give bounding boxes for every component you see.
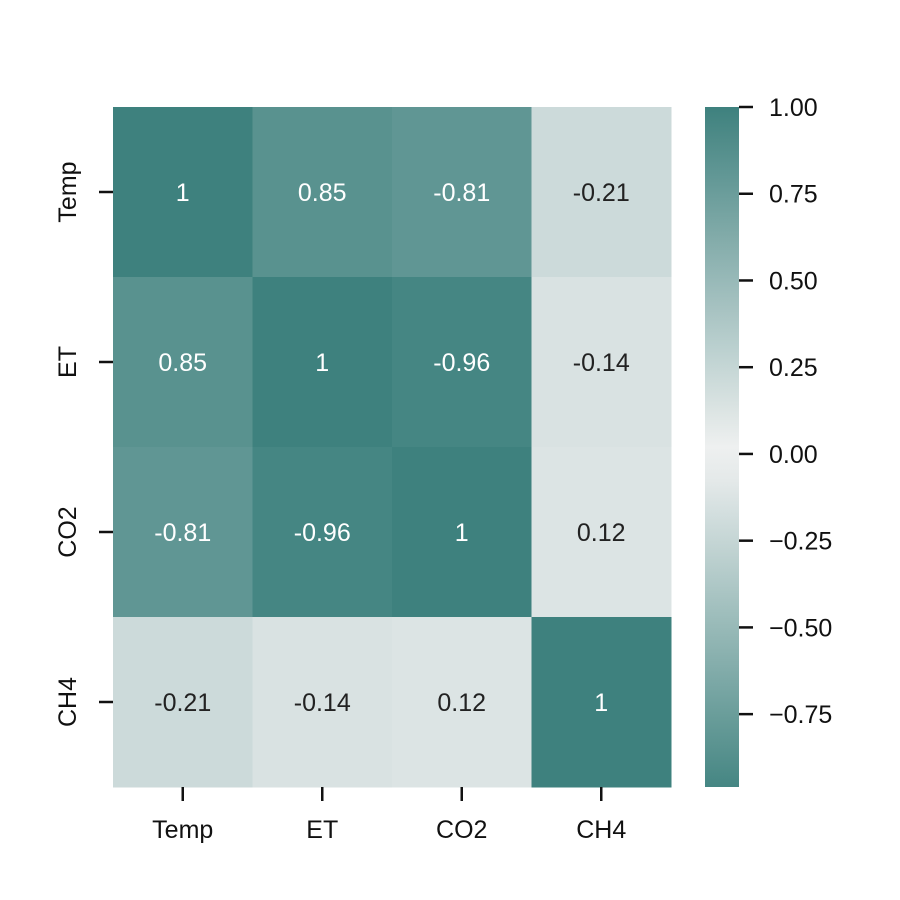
heatmap-cell — [252, 277, 393, 448]
cell-value-label: -0.96 — [433, 349, 490, 377]
colorbar-tick-label: 0.25 — [769, 354, 818, 382]
x-tick-label: Temp — [152, 816, 213, 844]
x-axis: Temp ET CO2 CH4 — [152, 787, 626, 844]
cell-value-label: -0.21 — [154, 689, 211, 717]
heatmap-cell — [392, 107, 532, 278]
heatmap-cell — [113, 447, 253, 618]
cell-value-label: -0.21 — [573, 179, 630, 207]
y-tick-label: ET — [54, 346, 82, 378]
heatmap-cell — [392, 277, 532, 448]
heatmap-cells — [113, 107, 672, 788]
cell-value-label: 0.12 — [577, 519, 626, 547]
cell-value-label: 0.85 — [298, 179, 347, 207]
colorbar-tick-label: −0.75 — [769, 701, 832, 729]
cell-value-label: 0.85 — [158, 349, 207, 377]
cell-value-label: 1 — [455, 519, 469, 547]
cell-value-label: -0.81 — [433, 179, 490, 207]
colorbar: 1.00 0.75 0.50 0.25 0.00 −0.25 −0.50 −0.75 — [705, 94, 832, 787]
cell-value-label: -0.14 — [573, 349, 630, 377]
cell-value-label: -0.14 — [294, 689, 351, 717]
colorbar-tick-label: 0.50 — [769, 267, 818, 295]
heatmap-cell — [531, 617, 672, 788]
y-tick-label: CO2 — [54, 506, 82, 557]
x-tick-label: ET — [306, 816, 338, 844]
heatmap-cell — [531, 447, 672, 618]
colorbar-gradient — [705, 107, 739, 787]
heatmap-cell — [252, 107, 393, 278]
cell-value-label: 1 — [176, 179, 190, 207]
x-tick-label: CO2 — [436, 816, 487, 844]
heatmap-cell — [113, 277, 253, 448]
cell-value-label: 0.12 — [437, 689, 486, 717]
colorbar-tick-label: 1.00 — [769, 94, 818, 122]
heatmap-cell-labels: 1 0.85 -0.81 -0.21 0.85 1 -0.96 -0.14 -0.81 -0.96… — [154, 179, 630, 717]
x-tick-label: CH4 — [576, 816, 626, 844]
colorbar-tick-label: 0.75 — [769, 181, 818, 209]
heatmap-cell — [531, 107, 672, 278]
y-tick-label: CH4 — [54, 677, 82, 727]
heatmap-cell — [252, 447, 393, 618]
y-tick-label: Temp — [54, 161, 82, 222]
heatmap-cell — [392, 447, 532, 618]
colorbar-tick-label: 0.00 — [769, 441, 818, 469]
heatmap-cell — [113, 107, 253, 278]
colorbar-tick-label: −0.50 — [769, 614, 832, 642]
heatmap-cell — [113, 617, 253, 788]
cell-value-label: 1 — [594, 689, 608, 717]
cell-value-label: 1 — [315, 349, 329, 377]
heatmap-cell — [252, 617, 393, 788]
y-axis: Temp ET CO2 CH4 — [54, 161, 113, 727]
colorbar-tick-label: −0.25 — [769, 528, 832, 556]
cell-value-label: -0.81 — [154, 519, 211, 547]
cell-value-label: -0.96 — [294, 519, 351, 547]
heatmap-cell — [392, 617, 532, 788]
heatmap-cell — [531, 277, 672, 448]
